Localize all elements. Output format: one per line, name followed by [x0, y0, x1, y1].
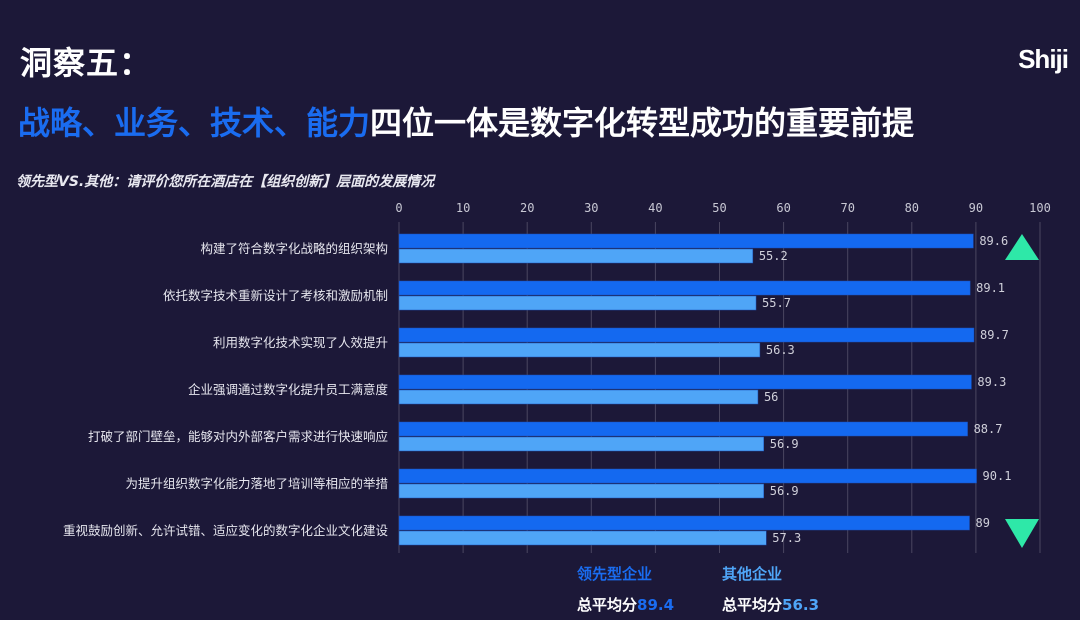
category-label: 依托数字技术重新设计了考核和激励机制 — [163, 288, 388, 303]
category-label: 重视鼓励创新、允许试错、适应变化的数字化企业文化建设 — [63, 523, 389, 538]
x-tick-label: 30 — [584, 201, 598, 215]
average-leading: 总平均分89.4 — [577, 594, 674, 615]
bar-others — [398, 530, 767, 546]
x-tick-label: 40 — [648, 201, 662, 215]
x-tick-label: 0 — [395, 201, 402, 215]
average-others: 总平均分56.3 — [722, 594, 819, 615]
triangle-up-icon — [1005, 234, 1039, 260]
data-label: 89.3 — [977, 375, 1006, 389]
bar-leading — [398, 233, 974, 249]
category-label: 企业强调通过数字化提升员工满意度 — [188, 382, 389, 397]
data-label: 89.6 — [979, 234, 1008, 248]
data-label: 55.2 — [759, 249, 788, 263]
bar-others — [398, 483, 764, 499]
x-tick-label: 60 — [776, 201, 790, 215]
bar-others — [398, 389, 759, 405]
category-label: 构建了符合数字化战略的组织架构 — [200, 241, 388, 256]
slide-title: 洞察五： — [20, 44, 153, 82]
data-label: 89 — [975, 516, 989, 530]
bar-others — [398, 342, 761, 358]
headline-rest: 四位一体是数字化转型成功的重要前提 — [370, 104, 915, 142]
data-label: 57.3 — [772, 531, 801, 545]
data-label: 90.1 — [983, 469, 1012, 483]
bar-leading — [398, 280, 971, 296]
x-tick-label: 20 — [520, 201, 534, 215]
data-label: 89.1 — [976, 281, 1005, 295]
bar-others — [398, 436, 764, 452]
average-label: 总平均分 — [722, 596, 783, 614]
data-label: 56 — [764, 390, 778, 404]
legend-leading: 领先型企业 — [577, 565, 653, 583]
average-label: 总平均分 — [577, 596, 638, 614]
triangle-down-icon — [1005, 519, 1039, 548]
x-tick-label: 50 — [712, 201, 726, 215]
bar-others — [398, 248, 754, 264]
bar-leading — [398, 327, 975, 343]
bar-others — [398, 295, 757, 311]
bar-leading — [398, 468, 977, 484]
category-label: 打破了部门壁垒，能够对内外部客户需求进行快速响应 — [88, 429, 388, 444]
data-label: 56.9 — [770, 484, 799, 498]
headline-highlight: 战略、业务、技术、能力 — [18, 104, 371, 142]
average-value: 89.4 — [637, 596, 675, 614]
bar-leading — [398, 515, 970, 531]
headline: 战略、业务、技术、能力四位一体是数字化转型成功的重要前提 — [18, 98, 914, 144]
data-label: 88.7 — [974, 422, 1003, 436]
x-tick-label: 100 — [1029, 201, 1051, 215]
average-value: 56.3 — [782, 596, 820, 614]
x-tick-label: 80 — [905, 201, 919, 215]
x-tick-label: 70 — [840, 201, 854, 215]
x-tick-label: 90 — [969, 201, 983, 215]
bar-leading — [398, 421, 968, 437]
x-tick-label: 10 — [456, 201, 470, 215]
data-label: 56.9 — [770, 437, 799, 451]
data-label: 55.7 — [762, 296, 791, 310]
category-label: 利用数字化技术实现了人效提升 — [213, 335, 388, 350]
data-label: 89.7 — [980, 328, 1009, 342]
shiji-logo: Shiji — [1018, 44, 1069, 74]
chart-title: 领先型VS.其他：请评价您所在酒店在【组织创新】层面的发展情况 — [16, 174, 435, 190]
category-label: 为提升组织数字化能力落地了培训等相应的举措 — [125, 476, 388, 491]
bar-leading — [398, 374, 972, 390]
legend-others: 其他企业 — [722, 565, 783, 583]
data-label: 56.3 — [766, 343, 795, 357]
